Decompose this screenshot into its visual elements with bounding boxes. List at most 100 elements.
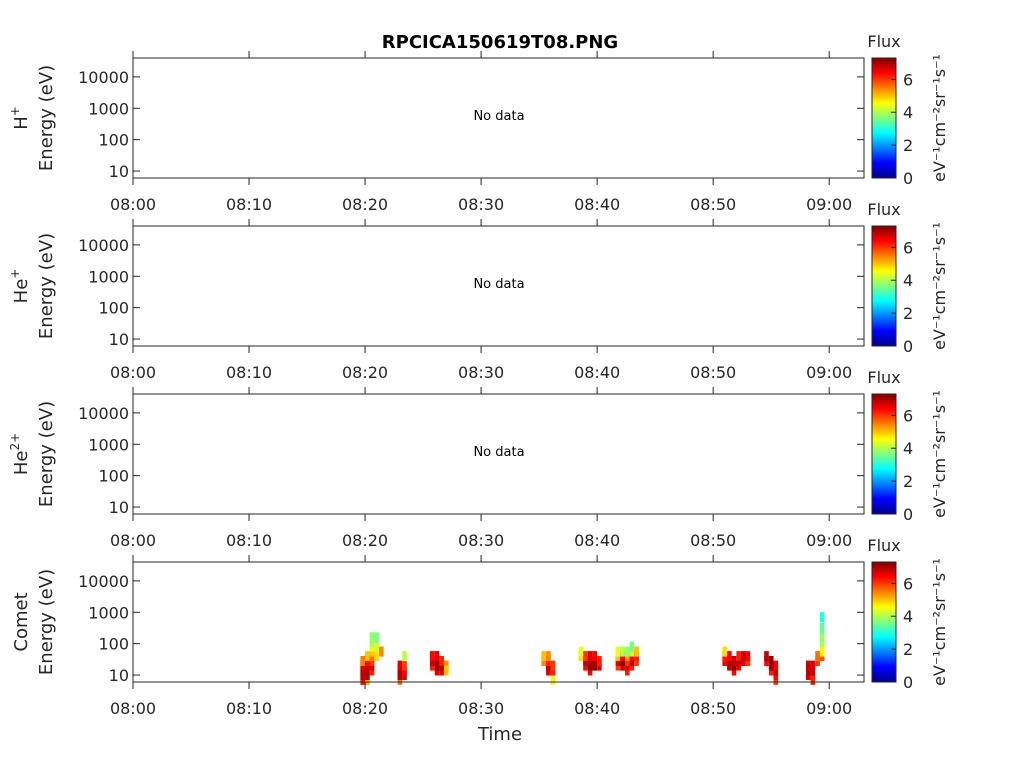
x-tick-label: 08:40: [574, 531, 620, 550]
panel-comet: 08:00 08:10 08:20 08:30 08:40 08:50 09:00 10 100…: [11, 536, 949, 718]
heatmap-cell: [810, 660, 816, 671]
heatmap-cell: [402, 651, 407, 662]
x-tick-label: 08:40: [574, 363, 620, 382]
x-tick-label: 09:00: [806, 531, 852, 550]
colorbar-tick-label: 4: [903, 439, 913, 458]
energy-axis-label: Energy (eV): [36, 569, 57, 675]
x-tick-label: 08:00: [110, 363, 156, 382]
y-tick-label: 10: [109, 162, 129, 181]
heatmap-cell: [597, 656, 602, 666]
heatmap-cell: [736, 651, 741, 662]
plot-area: [132, 57, 865, 179]
colorbar-tick-label: 2: [903, 304, 913, 323]
heatmap-cells: [360, 612, 825, 685]
heatmap-cell: [583, 651, 588, 662]
colorbar: [871, 561, 897, 683]
heatmap-cell: [546, 651, 551, 662]
panel-he2: 08:00 08:10 08:20 08:30 08:40 08:50 09:00 10 100…: [8, 368, 949, 550]
heatmap-cell: [365, 651, 370, 662]
heatmap-cell: [768, 656, 774, 666]
heatmap-cell: [430, 651, 435, 662]
plot-area: [132, 225, 865, 347]
heatmap-cell: [397, 660, 403, 671]
colorbar: [871, 57, 897, 179]
ion-charge-superscript: +: [8, 106, 22, 116]
heatmap-cell: [360, 656, 365, 666]
heatmap-cell: [731, 656, 737, 666]
heatmap-cell: [819, 612, 825, 623]
x-tick-label: 08:30: [458, 531, 504, 550]
heatmap-cell: [625, 646, 630, 657]
x-tick-label: 09:00: [806, 699, 852, 718]
colorbar-tick-label: 0: [903, 337, 913, 356]
colorbar-title: Flux: [867, 200, 900, 219]
heatmap-cell: [374, 651, 379, 662]
colorbar-tick-label: 4: [903, 103, 913, 122]
colorbar: [871, 393, 897, 515]
colorbar-tick-label: 4: [903, 271, 913, 290]
ion-charge-superscript: +: [8, 269, 22, 279]
x-tick-label: 08:20: [342, 699, 388, 718]
heatmap-cell: [620, 646, 625, 657]
y-tick-label: 100: [98, 635, 129, 654]
x-tick-label: 08:50: [690, 363, 736, 382]
heatmap-cell: [541, 651, 546, 662]
ion-charge-superscript: 2+: [8, 433, 22, 451]
colorbar-unit-label: eV⁻¹cm⁻²sr⁻¹s⁻¹: [930, 222, 949, 350]
x-tick-label: 08:20: [342, 531, 388, 550]
y-tick-label: 10000: [78, 68, 129, 87]
x-tick-label: 08:10: [226, 363, 272, 382]
y-tick-label: 100: [98, 131, 129, 150]
heatmap-cell: [629, 641, 635, 652]
x-tick-label: 08:00: [110, 531, 156, 550]
colorbar-tick-label: 6: [903, 238, 913, 257]
y-tick-label: 1000: [88, 603, 129, 622]
ion-label: He2+: [8, 433, 32, 475]
heatmap-cell: [819, 646, 825, 657]
colorbar-unit-label: eV⁻¹cm⁻²sr⁻¹s⁻¹: [930, 558, 949, 686]
energy-axis-label: Energy (eV): [36, 401, 57, 507]
x-tick-label: 09:00: [806, 195, 852, 214]
x-tick-label: 08:10: [226, 195, 272, 214]
y-tick-label: 100: [98, 299, 129, 318]
no-data-label: No data: [473, 445, 524, 460]
heatmap-cell: [615, 646, 621, 657]
heatmap-cell: [374, 632, 379, 643]
plot-area: [132, 561, 865, 683]
heatmap-cell: [764, 651, 769, 662]
heatmap-cell: [444, 665, 449, 676]
x-axis-label: Time: [477, 724, 522, 745]
heatmap-cell: [374, 641, 379, 652]
heatmap-cell: [722, 646, 727, 657]
figure-title: RPCICA150619T08.PNG: [382, 32, 618, 53]
x-tick-label: 08:50: [690, 699, 736, 718]
energy-axis-label: Energy (eV): [36, 233, 57, 339]
ion-label: H+: [8, 106, 32, 130]
colorbar-tick-label: 0: [903, 505, 913, 524]
heatmap-cell: [810, 674, 816, 685]
heatmap-cell: [634, 646, 639, 657]
heatmap-cell: [434, 651, 440, 662]
x-tick-label: 08:50: [690, 195, 736, 214]
y-tick-label: 1000: [88, 435, 129, 454]
heatmap-cell: [745, 651, 751, 662]
y-tick-label: 10000: [78, 404, 129, 423]
heatmap-cell: [592, 651, 598, 662]
colorbar-tick-label: 6: [903, 406, 913, 425]
ion-label: He+: [8, 269, 32, 304]
colorbar-unit-label: eV⁻¹cm⁻²sr⁻¹s⁻¹: [930, 54, 949, 182]
x-tick-label: 08:30: [458, 195, 504, 214]
colorbar-tick-label: 0: [903, 673, 913, 692]
y-tick-label: 10: [109, 498, 129, 517]
x-tick-label: 08:10: [226, 531, 272, 550]
ion-label: Comet: [11, 592, 32, 651]
colorbar-tick-label: 2: [903, 136, 913, 155]
colorbar: [871, 225, 897, 347]
heatmap-cell: [727, 651, 732, 662]
x-tick-label: 08:30: [458, 363, 504, 382]
panel-h: 08:00 08:10 08:20 08:30 08:40 08:50 09:00 10 100…: [8, 32, 949, 214]
heatmap-cell: [741, 651, 746, 662]
heatmap-cell: [550, 660, 556, 671]
heatmap-cell: [439, 656, 444, 666]
